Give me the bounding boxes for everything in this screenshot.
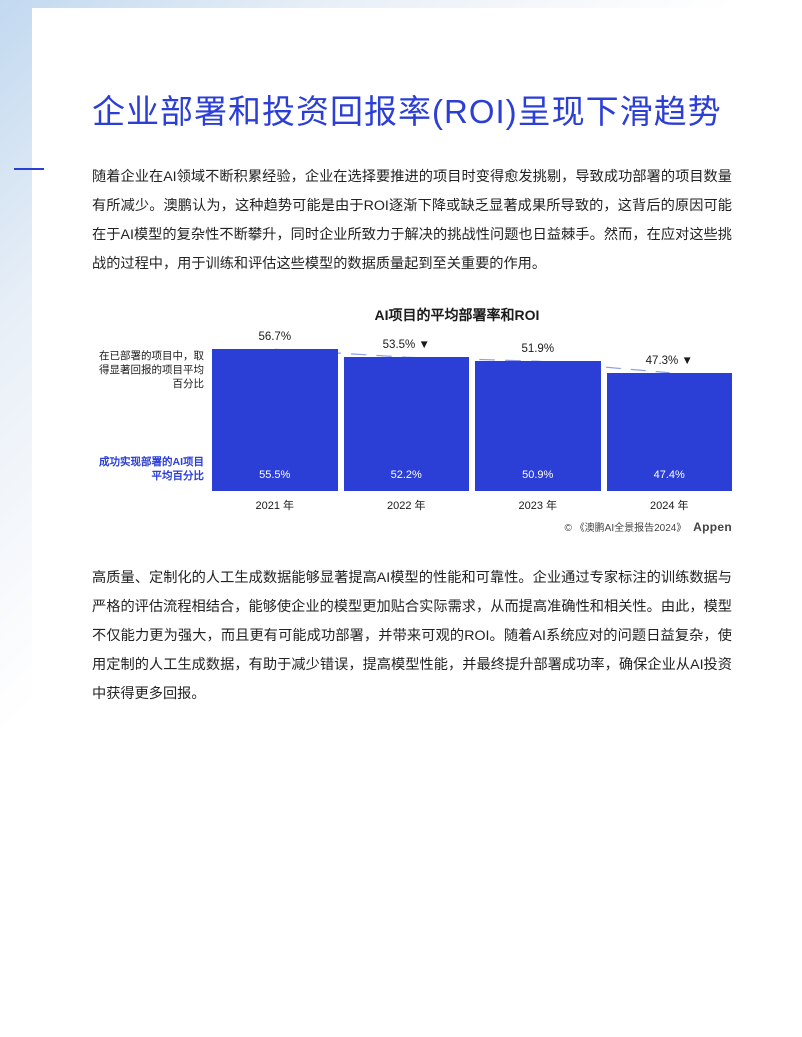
bar-inner-label: 50.9%	[522, 469, 553, 491]
chart-title: AI项目的平均部署率和ROI	[92, 305, 732, 325]
title-dash	[14, 168, 44, 170]
x-axis-label: 2023 年	[475, 497, 601, 513]
bar-segment-bottom: 50.9%	[475, 364, 601, 491]
paragraph-2: 高质量、定制化的人工生成数据能够显著提高AI模型的性能和可靠性。企业通过专家标注…	[92, 564, 732, 710]
bar: 47.3% ▼47.4%	[607, 373, 733, 491]
chart-y-label-top: 在已部署的项目中，取得显著回报的项目平均百分比	[92, 349, 204, 392]
roi-chart: AI项目的平均部署率和ROI 在已部署的项目中，取得显著回报的项目平均百分比 成…	[92, 305, 732, 534]
bar-segment-bottom: 52.2%	[344, 360, 470, 491]
bar: 56.7%55.5%	[212, 349, 338, 491]
bar-inner-label: 47.4%	[654, 469, 685, 491]
bar-top-label: 47.3% ▼	[607, 355, 733, 367]
x-axis-label: 2022 年	[344, 497, 470, 513]
page: 企业部署和投资回报率(ROI)呈现下滑趋势 随着企业在AI领域不断积累经验，企业…	[32, 8, 792, 1029]
chart-plot: 56.7%55.5% 53.5% ▼ 52.2% 51.9% 50.9% 47.3% ▼ 4…	[212, 341, 732, 491]
bar-group: 51.9% 50.9%	[475, 341, 601, 491]
bar-group: 47.3% ▼ 47.4%	[607, 341, 733, 491]
bar-top-label: 53.5% ▼	[344, 339, 470, 351]
chart-credit-brand: Appen	[693, 520, 732, 534]
bar-inner-label: 52.2%	[391, 469, 422, 491]
bar-segment-bottom: 55.5%	[212, 352, 338, 491]
bar: 53.5% ▼52.2%	[344, 357, 470, 491]
bar: 51.9%50.9%	[475, 361, 601, 491]
chart-credit-text: © 《澳鹏AI全景报告2024》	[565, 523, 687, 534]
bar-group: 56.7%55.5%	[212, 341, 338, 491]
bar-group: 53.5% ▼ 52.2%	[344, 341, 470, 491]
chart-y-labels: 在已部署的项目中，取得显著回报的项目平均百分比 成功实现部署的AI项目平均百分比	[92, 341, 212, 491]
bar-top-label: 56.7%	[212, 331, 338, 343]
x-axis-label: 2021 年	[212, 497, 338, 513]
chart-body: 在已部署的项目中，取得显著回报的项目平均百分比 成功实现部署的AI项目平均百分比…	[92, 341, 732, 491]
chart-credit: © 《澳鹏AI全景报告2024》 Appen	[92, 519, 732, 534]
paragraph-1: 随着企业在AI领域不断积累经验，企业在选择要推进的项目时变得愈发挑剔，导致成功部…	[92, 163, 732, 279]
chart-x-axis: 2021 年 2022 年 2023 年 2024 年	[212, 497, 732, 513]
bar-top-label: 51.9%	[475, 343, 601, 355]
page-title: 企业部署和投资回报率(ROI)呈现下滑趋势	[92, 90, 732, 135]
x-axis-label: 2024 年	[607, 497, 733, 513]
chart-y-label-bottom: 成功实现部署的AI项目平均百分比	[92, 455, 204, 483]
bar-segment-bottom: 47.4%	[607, 373, 733, 491]
bar-inner-label: 55.5%	[259, 469, 290, 491]
